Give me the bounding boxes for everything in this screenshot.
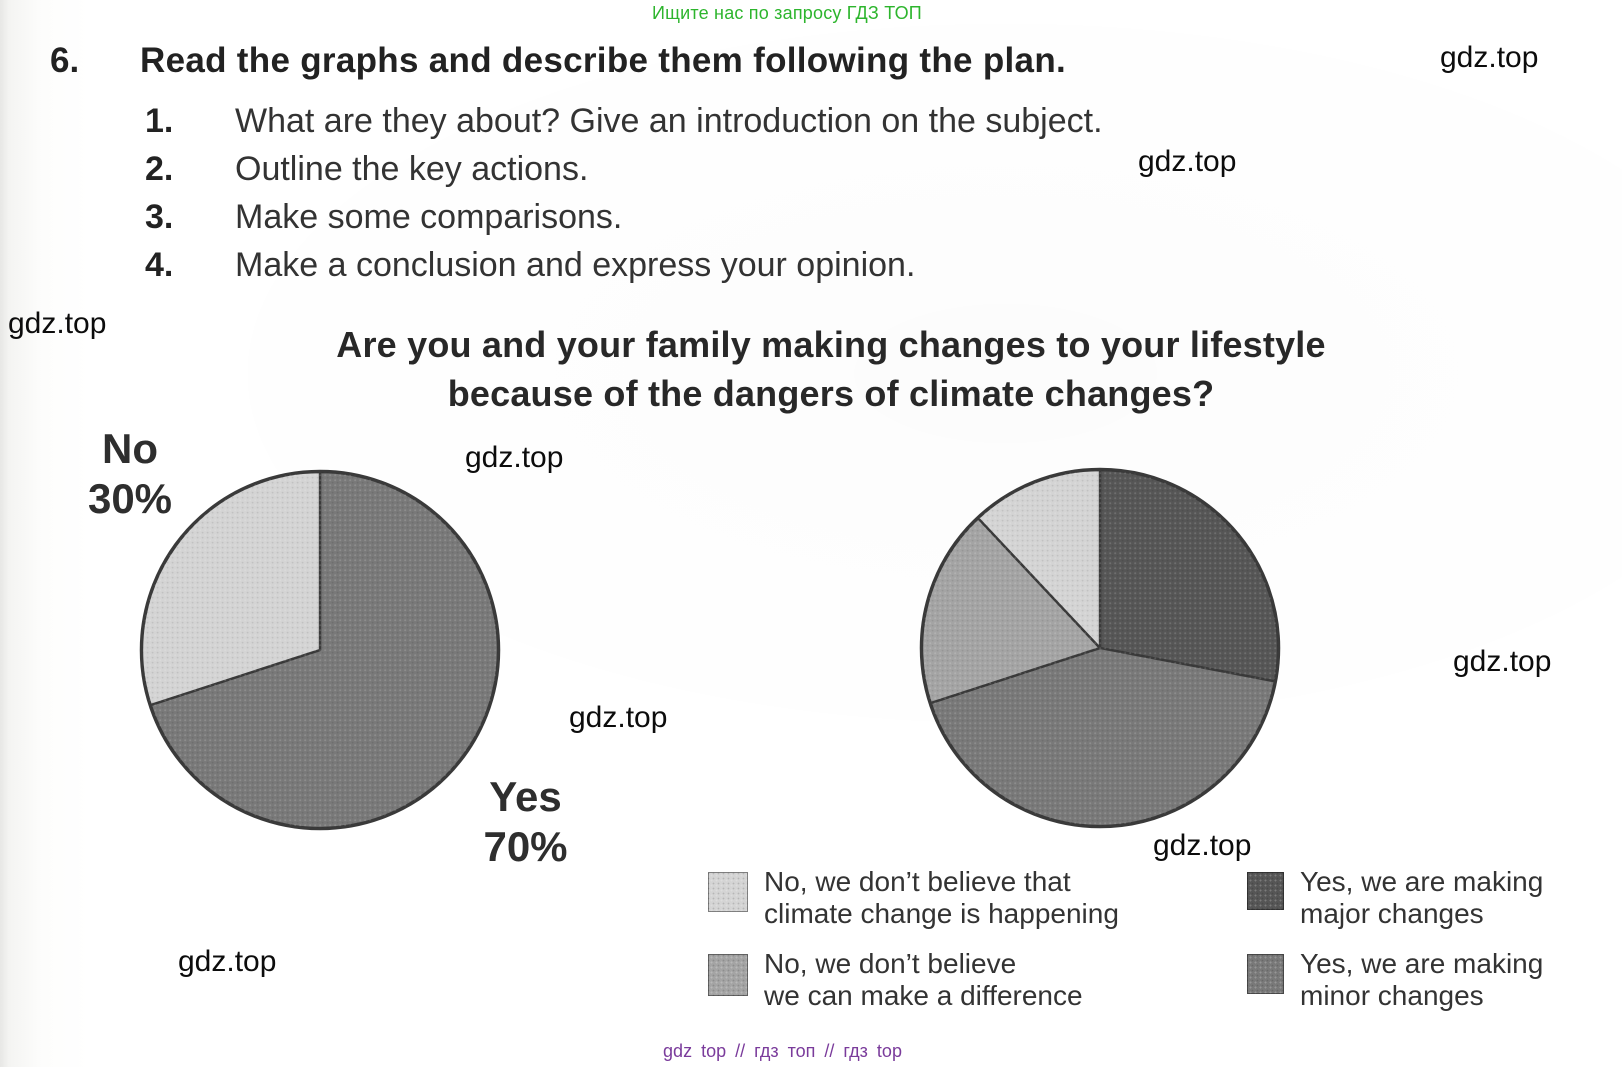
step-text: Make a conclusion and express your opini… bbox=[235, 246, 916, 284]
legend-swatch-medium-dark bbox=[1247, 954, 1284, 994]
pie-label-yes-text: Yes bbox=[489, 773, 562, 820]
list-item: 3. Make some comparisons. bbox=[145, 200, 1395, 234]
list-item: 2. Outline the key actions. bbox=[145, 152, 1395, 186]
exercise-steps-list: 1. What are they about? Give an introduc… bbox=[145, 104, 1395, 296]
legend-swatch-medium bbox=[708, 954, 748, 996]
legend-label: No, we don’t believe bbox=[764, 948, 1017, 979]
watermark-gdz-top: gdz.top bbox=[8, 307, 107, 340]
pie-chart-yes-no bbox=[139, 469, 501, 831]
pie-label-yes: Yes 70% bbox=[448, 772, 603, 872]
watermark-gdz-top: gdz.top bbox=[178, 945, 277, 978]
watermark-gdz-top: gdz.top bbox=[465, 441, 564, 474]
legend-label: No, we don’t believe that bbox=[764, 866, 1071, 897]
legend-item-not-happening: No, we don’t believe that climate change… bbox=[708, 866, 1119, 930]
legend-label: climate change is happening bbox=[764, 898, 1119, 929]
watermark-gdz-top: gdz.top bbox=[1153, 829, 1252, 862]
legend-item-minor-changes: Yes, we are making minor changes bbox=[1247, 948, 1543, 1012]
legend-label: major changes bbox=[1300, 898, 1484, 929]
pie-label-yes-percent: 70% bbox=[483, 823, 568, 870]
pie-label-no-percent: 30% bbox=[87, 475, 173, 522]
pie-label-no: No 30% bbox=[55, 424, 205, 524]
step-text: Make some comparisons. bbox=[235, 198, 623, 236]
step-text: Outline the key actions. bbox=[235, 150, 589, 188]
chart-question-line2: because of the dangers of climate change… bbox=[447, 373, 1215, 414]
step-text: What are they about? Give an introductio… bbox=[235, 102, 1103, 140]
watermark-gdz-top: gdz.top bbox=[1440, 41, 1539, 74]
chart-question-line1: Are you and your family making changes t… bbox=[336, 324, 1326, 365]
list-item: 1. What are they about? Give an introduc… bbox=[145, 104, 1395, 138]
legend-label: Yes, we are making bbox=[1300, 866, 1544, 897]
legend-swatch-dark bbox=[1247, 872, 1284, 910]
pie-chart-detail bbox=[919, 467, 1281, 829]
promo-search-hint: Ищите нас по запросу ГДЗ ТОП bbox=[652, 3, 922, 23]
exercise-title: Read the graphs and describe them follow… bbox=[140, 41, 1067, 80]
legend-item-no-difference: No, we don’t believe we can make a diffe… bbox=[708, 948, 1083, 1012]
watermark-gdz-top: gdz.top bbox=[1138, 145, 1237, 178]
legend-label: we can make a difference bbox=[764, 980, 1083, 1011]
footer-site-line: gdz top // гдз топ // гдз top bbox=[663, 1041, 902, 1061]
step-number: 3. bbox=[145, 198, 174, 236]
step-number: 4. bbox=[145, 246, 174, 284]
step-number: 2. bbox=[145, 150, 174, 188]
legend-item-major-changes: Yes, we are making major changes bbox=[1247, 866, 1543, 930]
watermark-gdz-top: gdz.top bbox=[1453, 645, 1552, 678]
list-item: 4. Make a conclusion and express your op… bbox=[145, 248, 1395, 282]
legend-label: Yes, we are making bbox=[1300, 948, 1544, 979]
pie-label-no-text: No bbox=[102, 425, 158, 472]
legend-swatch-light bbox=[708, 872, 748, 912]
watermark-gdz-top: gdz.top bbox=[569, 701, 668, 734]
chart-question-title: Are you and your family making changes t… bbox=[196, 320, 1466, 418]
step-number: 1. bbox=[145, 102, 174, 140]
exercise-number: 6. bbox=[50, 41, 80, 80]
legend-label: minor changes bbox=[1300, 980, 1484, 1011]
